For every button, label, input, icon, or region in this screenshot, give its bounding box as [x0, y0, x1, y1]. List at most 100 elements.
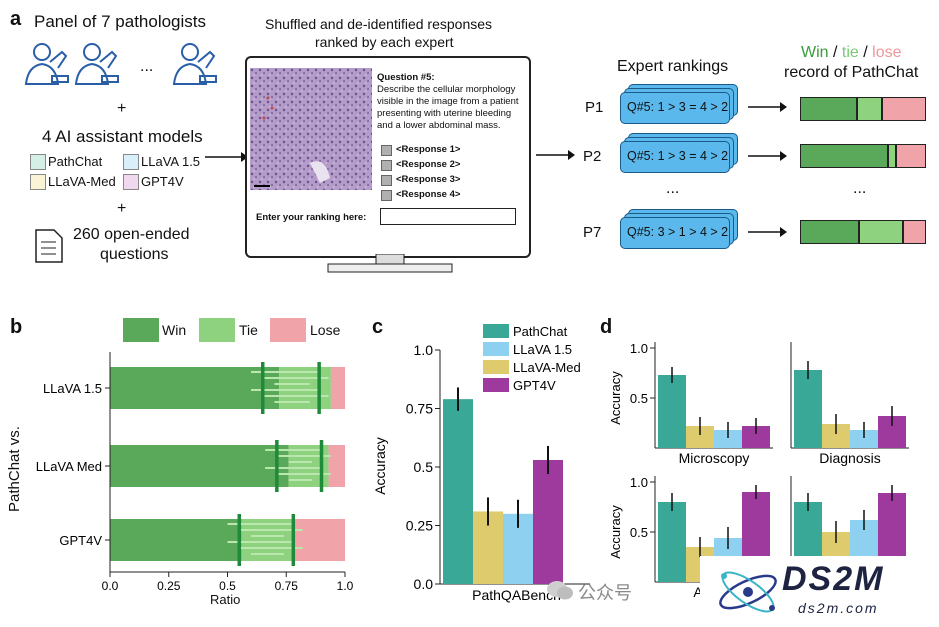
- arrow-icon: [748, 102, 787, 112]
- ranking-text: Q#5: 3 > 1 > 4 > 2: [627, 225, 729, 239]
- model-name: GPT4V: [141, 174, 184, 189]
- legend-label: LLaVA-Med: [513, 360, 581, 375]
- legend-label-tie: Tie: [239, 322, 258, 338]
- legend-swatch: [483, 342, 509, 356]
- model-swatch-llavamed: [30, 174, 46, 190]
- questions-line1: 260 open-ended: [73, 226, 190, 243]
- legend-swatch-win: [123, 318, 159, 342]
- y-tick-label: LLaVA 1.5: [43, 381, 102, 396]
- model-swatch-gpt4v: [123, 174, 139, 190]
- model-name: LLaVA-Med: [48, 174, 116, 189]
- bar-llavamed: [686, 426, 714, 448]
- y-tick-label: 0.75: [406, 401, 433, 417]
- record-segment-tie: [888, 144, 896, 168]
- response-label: <Response 1>: [396, 144, 461, 155]
- monitor-title-1: Shuffled and de-identified responses: [265, 16, 493, 32]
- bar-pathchat: [658, 375, 686, 448]
- model-name: LLaVA 1.5: [141, 154, 201, 169]
- x-tick-label: 0.5: [219, 579, 236, 593]
- legend-swatch: [483, 360, 509, 374]
- bar-lose: [328, 445, 345, 487]
- ranking-card: Q#5: 1 > 3 = 4 > 2: [620, 92, 730, 124]
- pathologists-title: Panel of 7 pathologists: [34, 12, 207, 31]
- ranking-input[interactable]: [380, 208, 516, 225]
- logo-main: DS2M: [782, 560, 885, 598]
- document-icon: [35, 229, 63, 263]
- panel-b-label: b: [10, 316, 23, 338]
- y-tick-label: 0.5: [414, 459, 434, 475]
- record-segment-win: [800, 220, 860, 244]
- rows-ellipsis: ...: [666, 180, 680, 197]
- question-line: and a lower abdominal mass.: [377, 120, 501, 131]
- bar-llava15: [850, 430, 878, 448]
- legend-label-lose: Lose: [310, 322, 341, 338]
- histology-image: [250, 68, 372, 190]
- pathologist-icon: [24, 43, 69, 85]
- bar-llava15: [714, 430, 742, 448]
- bar-lose: [293, 519, 345, 561]
- ranking-card: Q#5: 1 > 3 = 4 > 2: [620, 141, 730, 173]
- bar-win: [110, 519, 242, 561]
- response-checkbox[interactable]: [381, 190, 392, 201]
- x-tick-label: 0.25: [157, 579, 181, 593]
- question-line: Describe the cellular morphology: [377, 84, 516, 95]
- response-label: <Response 2>: [396, 159, 461, 170]
- atom-logo-icon: [719, 571, 777, 613]
- arrow-icon: [748, 227, 787, 237]
- expert-id: P1: [585, 99, 604, 116]
- expert-rankings-title: Expert rankings: [617, 58, 729, 75]
- record-segment-tie: [859, 220, 904, 244]
- panel-c-chart: 0.0 0.25 0.5 0.75 1.0 Accuracy PathQABench Path…: [372, 324, 590, 603]
- rows-ellipsis: ...: [853, 180, 867, 197]
- record-segment-win: [800, 144, 889, 168]
- legend-swatch-tie: [199, 318, 235, 342]
- arrow-icon: [748, 151, 787, 161]
- wechat-icon: [547, 581, 573, 600]
- question-title: Question #5:: [377, 72, 435, 83]
- model-name: PathChat: [48, 154, 103, 169]
- x-tick-label: 0.0: [102, 579, 119, 593]
- record-title-tie: tie: [841, 44, 859, 61]
- response-label: <Response 4>: [396, 189, 461, 200]
- record-segment-lose: [881, 97, 926, 121]
- legend-label: PathChat: [513, 324, 568, 339]
- record-title-sep: /: [828, 44, 842, 61]
- record-title: Win / tie / lose: [801, 44, 902, 62]
- model-swatch-llava15: [123, 154, 139, 170]
- legend-label: GPT4V: [513, 378, 556, 393]
- legend-label-win: Win: [162, 322, 187, 338]
- x-axis-label: PathQABench: [472, 587, 561, 603]
- question-line: visible in the image from a patient: [377, 96, 519, 107]
- x-tick-label: 1.0: [337, 579, 354, 593]
- pathologist-icons: [24, 43, 217, 85]
- y-tick-label: 0.25: [406, 518, 433, 534]
- y-tick-label: 1.0: [630, 341, 648, 356]
- panel-d-label: d: [600, 316, 613, 338]
- record-bar-p2: [800, 144, 926, 168]
- y-tick-label: LLaVA Med: [36, 459, 102, 474]
- questions-line2: questions: [100, 246, 169, 263]
- panel-c-label: c: [372, 316, 384, 338]
- y-tick-label: 0.5: [630, 391, 648, 406]
- response-checkbox[interactable]: [381, 145, 392, 156]
- expert-id: P7: [583, 224, 602, 241]
- question-line: presenting with uterine bleeding: [377, 108, 512, 119]
- model-swatch-pathchat: [30, 154, 46, 170]
- ranking-card: Q#5: 3 > 1 > 4 > 2: [620, 217, 730, 249]
- response-checkbox[interactable]: [381, 160, 392, 171]
- response-checkbox[interactable]: [381, 175, 392, 186]
- arrow-icon: [205, 152, 248, 162]
- record-title-line2: record of PathChat: [784, 64, 919, 81]
- record-segment-win: [800, 97, 857, 121]
- bar-gpt4v: [533, 459, 563, 584]
- ranking-text: Q#5: 1 > 3 = 4 > 2: [627, 100, 729, 114]
- subplot-title: Microscopy: [679, 450, 750, 466]
- subplot-title: Diagnosis: [819, 450, 880, 466]
- bar-pathchat: [794, 370, 822, 448]
- y-axis-label: Accuracy: [608, 371, 623, 425]
- y-tick-label: GPT4V: [59, 533, 102, 548]
- ranking-text: Q#5: 1 > 3 = 4 > 2: [627, 149, 729, 163]
- bar-pathchat: [443, 399, 473, 584]
- legend-label: LLaVA 1.5: [513, 342, 572, 357]
- y-axis-label: Accuracy: [608, 505, 623, 559]
